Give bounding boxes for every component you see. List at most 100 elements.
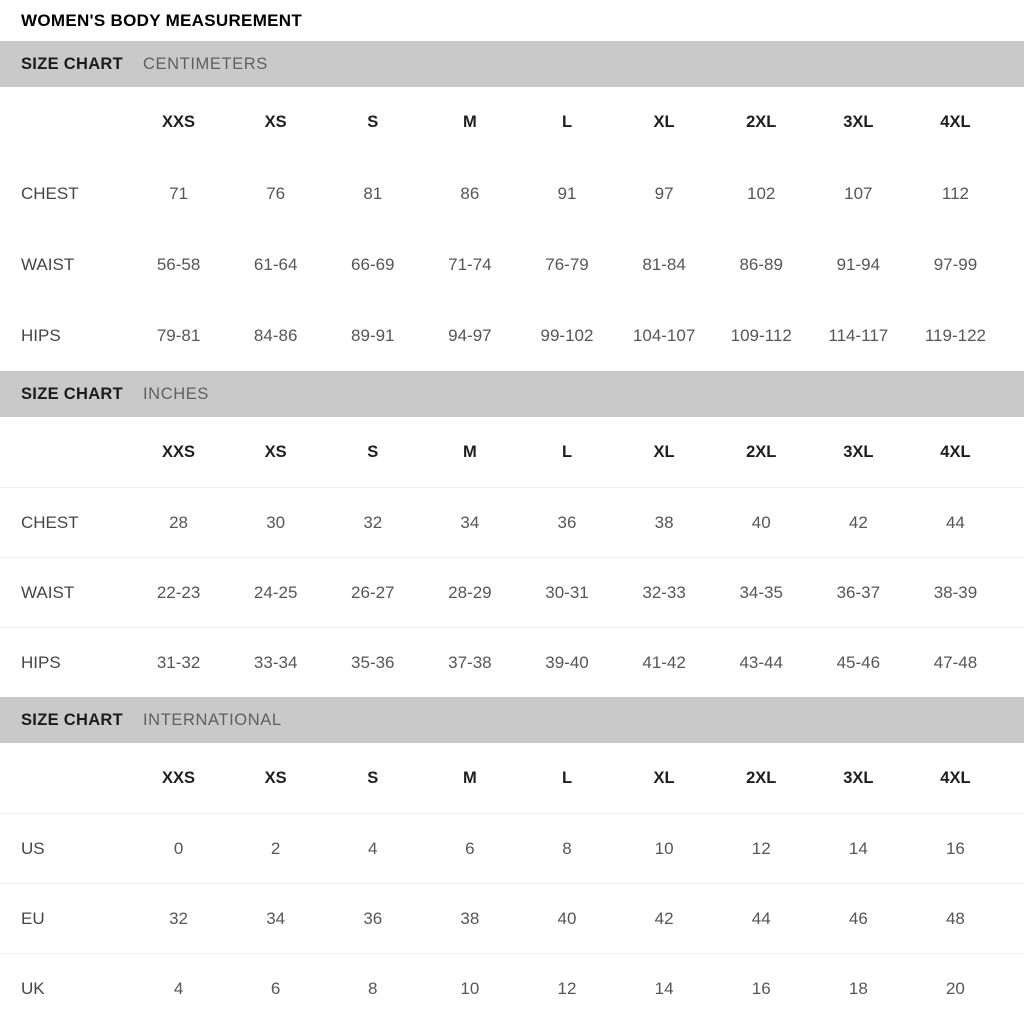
measurement-value: 42 (654, 908, 674, 928)
measurement-value: 16 (751, 978, 771, 998)
measurement-value: 36-37 (836, 582, 881, 602)
size-column-header: L (561, 113, 573, 131)
size-column-header: XL (653, 768, 675, 787)
measurement-value: 32-33 (642, 582, 686, 602)
measurement-value: 31-32 (156, 652, 201, 672)
measurement-value: 22-23 (156, 582, 201, 602)
measurement-value: 32 (363, 512, 383, 532)
size-column-header: XL (653, 113, 675, 131)
row-label: WAIST (21, 254, 75, 274)
measurement-value: 18 (848, 978, 868, 998)
size-column-header: M (463, 113, 477, 131)
measurement-value: 76 (266, 183, 286, 203)
measurement-value: 12 (751, 838, 771, 858)
section-band: SIZE CHART INCHES (0, 371, 1024, 417)
measurement-value: 16 (945, 838, 965, 858)
measurement-value: 91-94 (836, 254, 881, 274)
page-header: WOMEN'S BODY MEASUREMENT (0, 0, 1024, 41)
sections-container: SIZE CHART CENTIMETERS XXS XS S M L XL 2XL 3XL 4XL… (0, 41, 1024, 1023)
section-band-subtitle: INCHES (143, 384, 209, 403)
measurement-value: 39-40 (545, 652, 589, 672)
size-chart-section-international: SIZE CHART INTERNATIONAL XXS XS S M L XL 2XL 3XL 4… (0, 697, 1024, 1023)
size-column-header: S (367, 442, 379, 461)
measurement-value: 38-39 (933, 582, 978, 602)
measurement-value: 8 (562, 838, 572, 858)
row-label: UK (21, 978, 45, 998)
measurement-value: 0 (173, 838, 184, 858)
measurement-value: 86 (460, 183, 480, 203)
measurement-value: 66-69 (351, 254, 395, 274)
measurement-value: 36 (557, 512, 577, 532)
measurement-value: 20 (945, 978, 965, 998)
measurement-value: 14 (654, 978, 674, 998)
measurement-value: 33-34 (253, 652, 298, 672)
row-label: EU (21, 908, 45, 928)
measurement-value: 6 (270, 978, 281, 998)
table-row: CHEST 71 76 81 86 91 97 102 107 112 (0, 158, 1024, 229)
measurement-value: 40 (751, 512, 771, 532)
measurement-value: 97-99 (933, 254, 978, 274)
measurement-value: 86-89 (739, 254, 783, 274)
size-column-header: M (463, 768, 477, 787)
measurement-value: 26-27 (351, 582, 395, 602)
row-label: CHEST (21, 512, 79, 532)
table-row: HIPS 31-32 33-34 35-36 37-38 39-40 41-42 43-44 4… (0, 627, 1024, 697)
measurement-value: 10 (654, 838, 674, 858)
size-column-header: XS (264, 768, 287, 787)
measurement-value: 38 (654, 512, 674, 532)
section-band-subtitle: CENTIMETERS (143, 54, 268, 73)
measurement-value: 28-29 (448, 582, 492, 602)
size-column-header: 3XL (843, 442, 874, 461)
measurement-value: 48 (945, 908, 965, 928)
measurement-value: 71 (169, 183, 189, 203)
size-column-header: 4XL (940, 442, 971, 461)
measurement-value: 43-44 (739, 652, 783, 672)
measurement-value: 36 (363, 908, 383, 928)
measurement-value: 114-117 (828, 325, 889, 345)
measurement-value: 107 (844, 183, 873, 203)
section-band-title: SIZE CHART (21, 710, 123, 729)
measurement-value: 32 (169, 908, 189, 928)
measurement-value: 38 (460, 908, 480, 928)
table-row: WAIST 22-23 24-25 26-27 28-29 30-31 32-33 34-35… (0, 557, 1024, 627)
size-column-header: XXS (162, 113, 196, 131)
measurement-value: 37-38 (448, 652, 492, 672)
measurement-value: 47-48 (933, 652, 978, 672)
row-label: US (21, 838, 45, 858)
size-column-header: 2XL (746, 442, 777, 461)
measurement-value: 45-46 (836, 652, 881, 672)
measurement-value: 119-122 (924, 325, 986, 345)
size-column-header: S (367, 768, 379, 787)
measurement-value: 30-31 (545, 582, 589, 602)
size-header-row: XXS XS S M L XL 2XL 3XL 4XL (0, 87, 1024, 158)
measurement-value: 104-107 (632, 325, 696, 345)
measurement-value: 91 (557, 183, 577, 203)
measurement-value: 2 (270, 838, 281, 858)
table-row: WAIST 56-58 61-64 66-69 71-74 76-79 81-84 86-89… (0, 229, 1024, 300)
size-column-header: S (367, 113, 379, 131)
size-column-header: XXS (162, 442, 196, 461)
row-label: HIPS (21, 325, 61, 345)
size-column-header: XS (264, 442, 287, 461)
measurement-value: 56-58 (156, 254, 201, 274)
size-column-header: 4XL (940, 768, 971, 787)
measurement-value: 10 (460, 978, 480, 998)
size-column-header: L (561, 442, 573, 461)
measurement-value: 81 (363, 183, 383, 203)
section-band: SIZE CHART INTERNATIONAL (0, 697, 1024, 743)
section-band-subtitle: INTERNATIONAL (143, 710, 282, 729)
size-column-header: XS (264, 113, 287, 131)
row-label: WAIST (21, 582, 75, 602)
measurement-value: 34-35 (739, 582, 783, 602)
measurement-value: 35-36 (351, 652, 395, 672)
measurement-value: 12 (557, 978, 577, 998)
measurement-value: 89-91 (351, 325, 395, 345)
row-label: CHEST (21, 183, 79, 203)
measurement-value: 61-64 (253, 254, 298, 274)
measurement-value: 34 (460, 512, 480, 532)
measurement-value: 40 (557, 908, 577, 928)
measurement-value: 81-84 (642, 254, 686, 274)
measurement-value: 76-79 (545, 254, 589, 274)
table-row: HIPS 79-81 84-86 89-91 94-97 99-102 104-107 109… (0, 300, 1024, 371)
size-chart-section-centimeters: SIZE CHART CENTIMETERS XXS XS S M L XL 2XL 3XL 4XL… (0, 41, 1024, 371)
